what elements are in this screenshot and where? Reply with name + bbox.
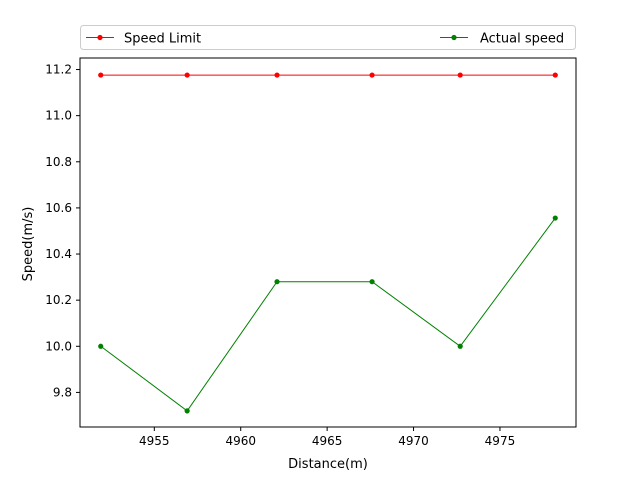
data-point-actual-speed [552,215,558,221]
y-tick-label: 11.0 [45,109,72,123]
legend-marker-speed-limit [97,34,103,41]
legend-label-speed-limit: Speed Limit [124,32,201,47]
data-point-speed-limit [369,72,375,78]
data-point-actual-speed [369,279,375,285]
x-tick-label: 4960 [225,434,256,448]
x-tick-label: 4975 [485,434,516,448]
y-tick-label: 10.2 [45,293,72,307]
y-tick-label: 10.0 [45,339,72,353]
legend-box [80,25,576,50]
y-tick-label: 9.8 [53,385,72,399]
data-point-actual-speed [274,279,280,285]
x-tick-label: 4965 [312,434,343,448]
data-point-speed-limit [457,72,463,78]
series-line-actual-speed [100,217,556,412]
y-tick-label: 10.6 [45,201,72,215]
y-axis-label: Speed(m/s) [21,207,36,282]
data-point-speed-limit [98,72,104,78]
x-tick-label: 4955 [139,434,170,448]
data-point-actual-speed [184,408,190,414]
legend-marker-actual-speed [451,34,457,41]
y-tick-label: 10.8 [45,155,72,169]
data-point-speed-limit [184,72,190,78]
x-axis-label: Distance(m) [288,457,368,472]
data-point-actual-speed [457,343,463,349]
legend-label-actual-speed: Actual speed [480,32,564,47]
y-tick-label: 11.2 [45,63,72,77]
y-tick-label: 10.4 [45,247,72,261]
plot-frame [79,57,577,428]
data-point-speed-limit [552,72,558,78]
data-point-actual-speed [98,343,104,349]
data-point-speed-limit [274,72,280,78]
x-tick-label: 4970 [398,434,429,448]
